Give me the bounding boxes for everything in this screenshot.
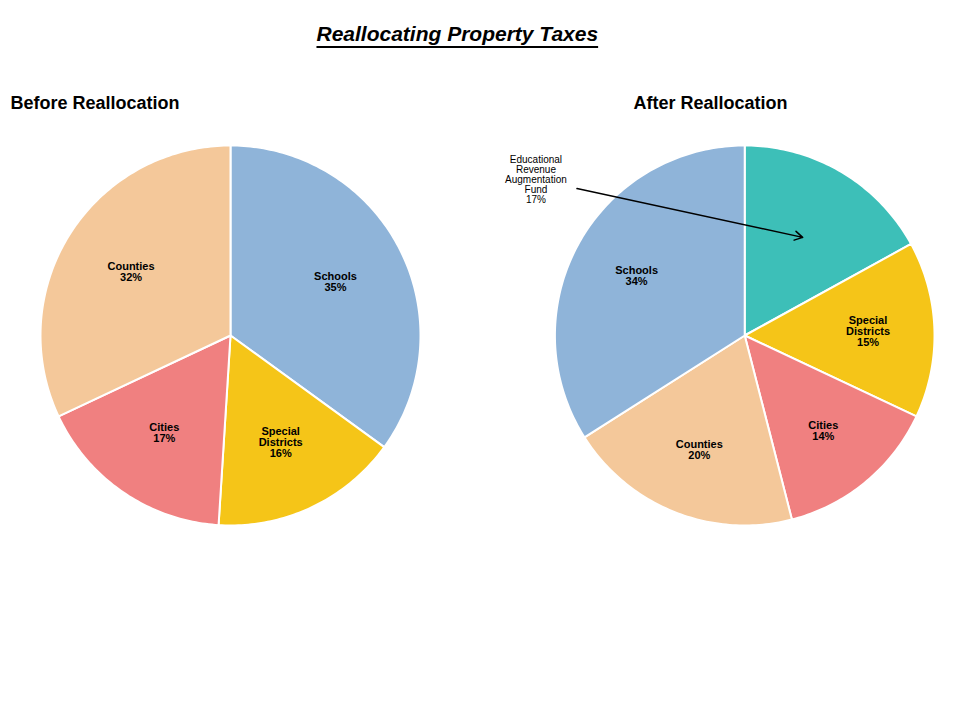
html-text:After Reallocation: After Reallocation: [633, 93, 788, 113]
svg-text:SpecialDistricts16%: SpecialDistricts16%: [258, 425, 302, 459]
svg-text:Schools34%: Schools34%: [615, 264, 658, 287]
svg-text:Counties20%: Counties20%: [675, 438, 722, 461]
svg-text:Schools35%: Schools35%: [314, 270, 357, 293]
svg-text:Counties32%: Counties32%: [107, 260, 154, 283]
svg-text:EducationalRevenueAugmentation: EducationalRevenueAugmentationFund17%: [505, 154, 567, 205]
html-text:Before Reallocation: Before Reallocation: [10, 93, 180, 113]
svg-text:Cities17%: Cities17%: [149, 421, 179, 444]
html-text:Reallocating Property Taxes: Reallocating Property Taxes: [316, 22, 599, 45]
svg-text:SpecialDistricts15%: SpecialDistricts15%: [846, 314, 890, 348]
svg-text:Cities14%: Cities14%: [808, 419, 838, 442]
